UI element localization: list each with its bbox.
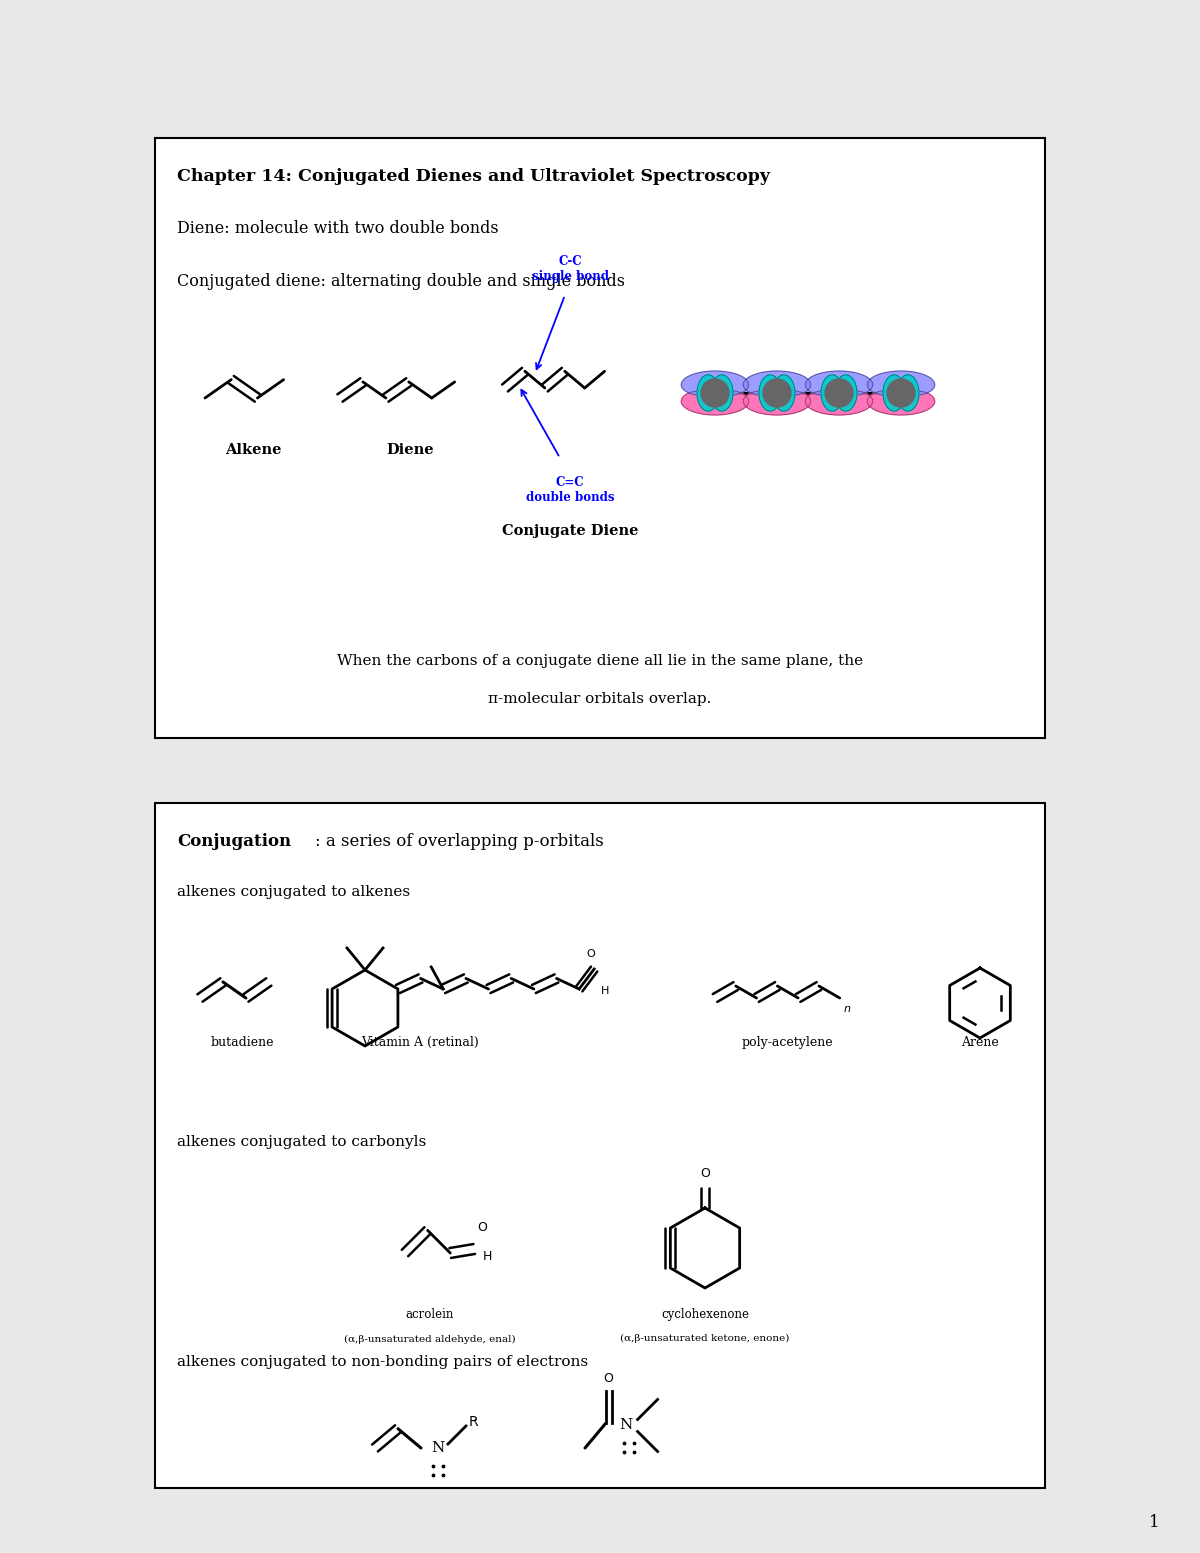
Polygon shape [805, 390, 872, 415]
Text: butadiene: butadiene [210, 1036, 274, 1048]
Text: H: H [482, 1250, 492, 1264]
Polygon shape [682, 371, 749, 396]
Polygon shape [868, 371, 935, 396]
Polygon shape [868, 390, 935, 415]
Text: Arene: Arene [961, 1036, 998, 1048]
Text: : a series of overlapping p-orbitals: : a series of overlapping p-orbitals [314, 832, 604, 849]
Text: Chapter 14: Conjugated Dienes and Ultraviolet Spectroscopy: Chapter 14: Conjugated Dienes and Ultrav… [178, 168, 770, 185]
Text: n: n [844, 1003, 851, 1014]
Text: (α,β-unsaturated aldehyde, enal): (α,β-unsaturated aldehyde, enal) [344, 1336, 516, 1345]
Polygon shape [713, 374, 733, 412]
Text: When the carbons of a conjugate diene all lie in the same plane, the: When the carbons of a conjugate diene al… [337, 654, 863, 668]
Text: Diene: molecule with two double bonds: Diene: molecule with two double bonds [178, 221, 499, 238]
Text: Diene: Diene [386, 443, 434, 457]
Text: alkenes conjugated to non-bonding pairs of electrons: alkenes conjugated to non-bonding pairs … [178, 1356, 588, 1370]
Circle shape [763, 379, 791, 407]
Text: cyclohexenone: cyclohexenone [661, 1308, 749, 1322]
Text: acrolein: acrolein [406, 1308, 454, 1322]
Text: Vitamin A (retinal): Vitamin A (retinal) [361, 1036, 479, 1048]
Polygon shape [743, 390, 811, 415]
Text: alkenes conjugated to alkenes: alkenes conjugated to alkenes [178, 885, 410, 899]
Polygon shape [821, 374, 841, 412]
Polygon shape [775, 374, 794, 412]
Text: H: H [601, 986, 610, 995]
Polygon shape [805, 371, 872, 396]
Polygon shape [899, 374, 919, 412]
Text: Conjugation: Conjugation [178, 832, 292, 849]
FancyBboxPatch shape [155, 803, 1045, 1488]
Circle shape [826, 379, 853, 407]
Text: N: N [619, 1418, 632, 1432]
Circle shape [887, 379, 916, 407]
Text: Conjugated diene: alternating double and single bonds: Conjugated diene: alternating double and… [178, 273, 625, 290]
Polygon shape [743, 371, 811, 396]
Text: 1: 1 [1150, 1514, 1160, 1531]
Polygon shape [697, 374, 718, 412]
Text: Alkene: Alkene [224, 443, 281, 457]
Polygon shape [836, 374, 857, 412]
Text: poly-acetylene: poly-acetylene [742, 1036, 833, 1048]
Text: (α,β-unsaturated ketone, enone): (α,β-unsaturated ketone, enone) [620, 1334, 790, 1343]
Circle shape [701, 379, 730, 407]
Text: O: O [478, 1221, 487, 1235]
Text: C-C
single bond: C-C single bond [532, 255, 608, 283]
Polygon shape [883, 374, 904, 412]
Text: R: R [469, 1415, 479, 1429]
FancyBboxPatch shape [155, 138, 1045, 738]
Text: O: O [587, 949, 595, 960]
Text: Conjugate Diene: Conjugate Diene [502, 523, 638, 537]
Polygon shape [682, 390, 749, 415]
Text: π-molecular orbitals overlap.: π-molecular orbitals overlap. [488, 693, 712, 707]
Text: N: N [431, 1441, 444, 1455]
Text: O: O [700, 1166, 710, 1180]
Text: O: O [604, 1373, 613, 1385]
Polygon shape [760, 374, 779, 412]
Text: alkenes conjugated to carbonyls: alkenes conjugated to carbonyls [178, 1135, 426, 1149]
Text: C=C
double bonds: C=C double bonds [526, 477, 614, 505]
